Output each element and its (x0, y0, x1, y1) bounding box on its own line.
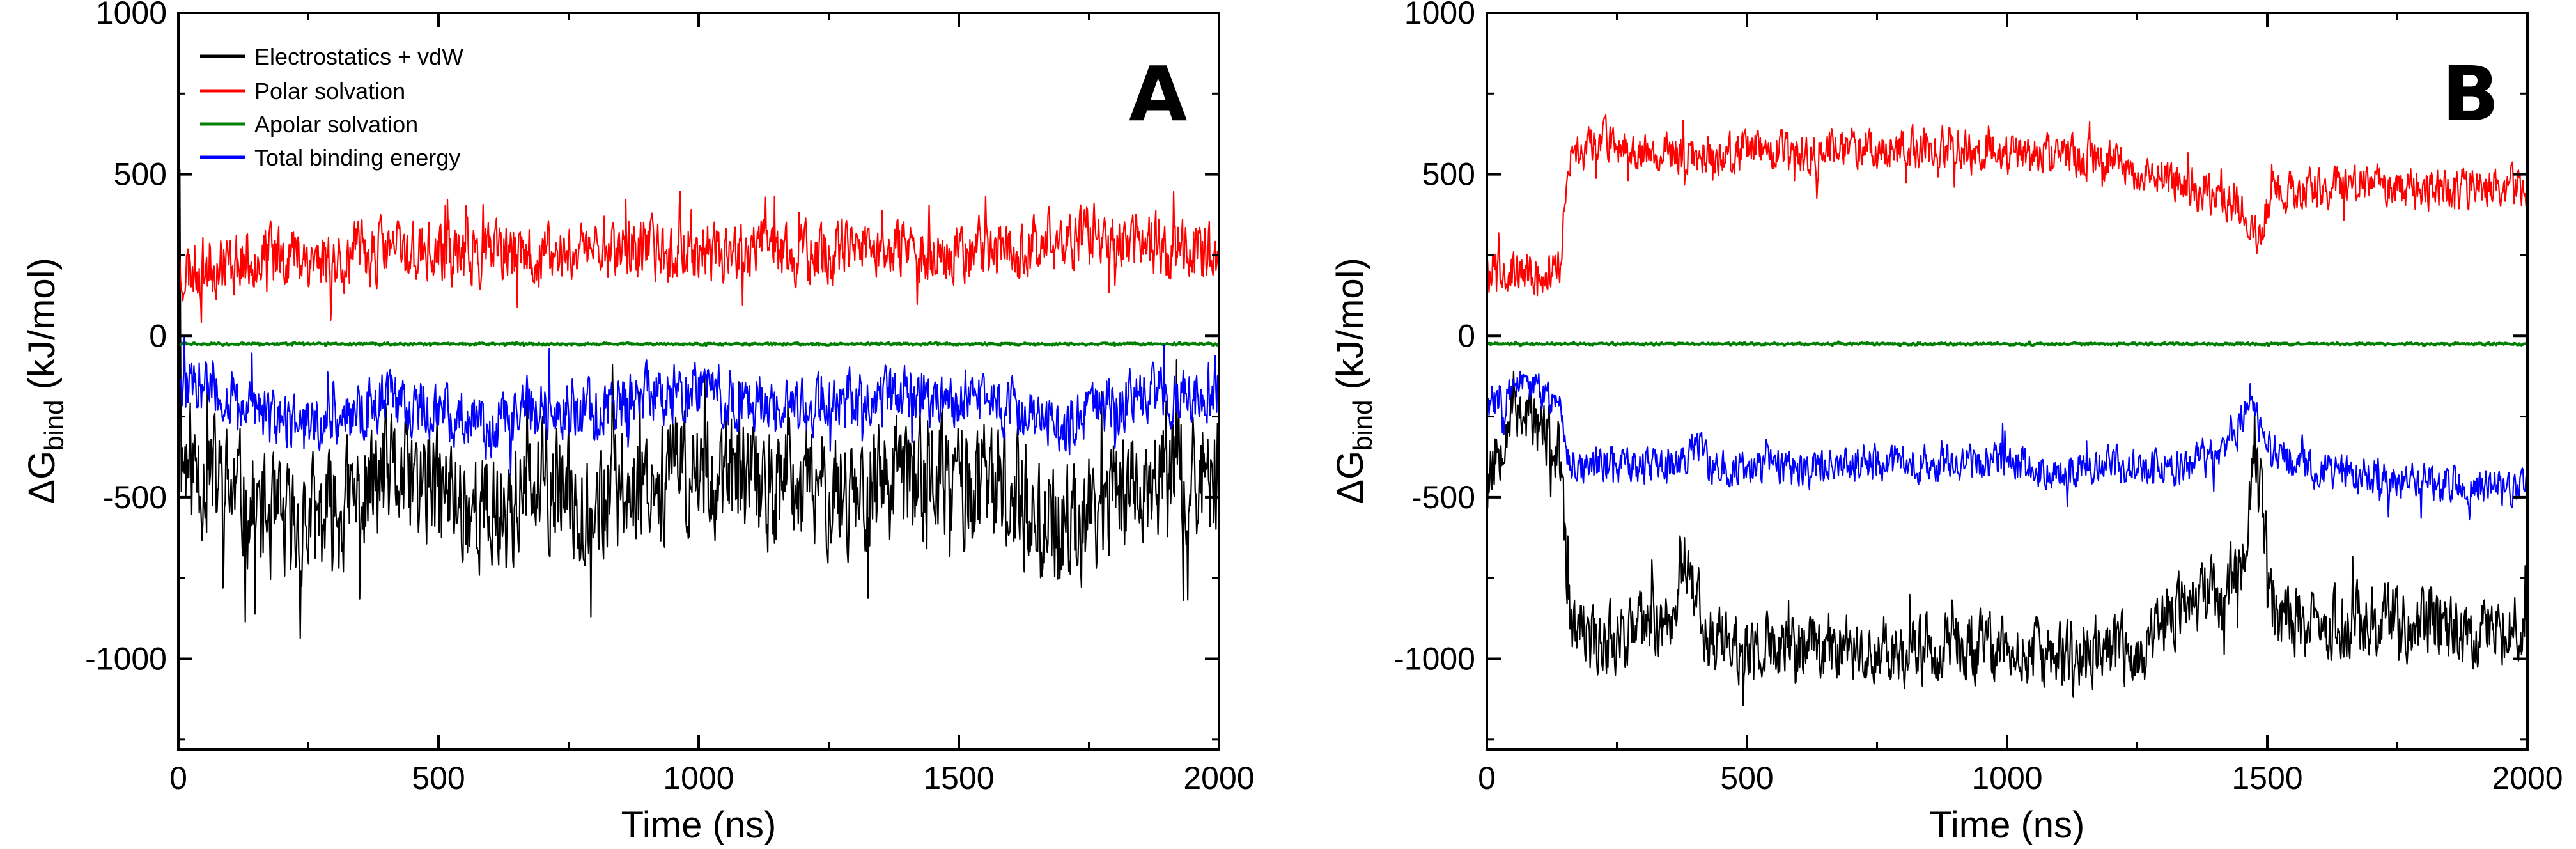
panel-b-y-tick-label: 500 (1422, 157, 1475, 192)
panel-b-y-axis-title-prefix: ΔG (1330, 451, 1371, 504)
panel-a-y-axis-title-suffix: (kJ/mol) (21, 258, 63, 400)
panel-a-x-tick-label: 1000 (663, 760, 734, 796)
panel-b-x-axis-title: Time (ns) (1930, 804, 2085, 846)
panel-b-x-tick-label: 0 (1478, 760, 1496, 796)
panel-a-y-tick-label: 1000 (96, 0, 167, 31)
panel-a-line-polar-solvation (177, 191, 1220, 323)
panel-b-label: B (2442, 50, 2499, 138)
panel-a-x-axis-title: Time (ns) (621, 804, 777, 846)
panel-a-line-total-binding-energy (177, 335, 1220, 477)
panel-b-y-tick-label: 0 (1457, 318, 1475, 354)
panel-b-x-tick-label: 2000 (2492, 760, 2563, 796)
panel-b: 0 500 1000 1500 2000 1000 500 0 -500 -1000 Time (… (1330, 0, 2563, 846)
panel-b-ticks: 0 500 1000 1500 2000 1000 500 0 -500 -1000 (1393, 0, 2563, 796)
panel-a-y-tick-label: -1000 (85, 641, 167, 677)
panel-a-y-axis-title: ΔGbind (kJ/mol) (21, 258, 69, 504)
panel-b-series (1486, 114, 2529, 706)
panel-a-y-axis-title-prefix: ΔG (21, 451, 63, 504)
legend: Electrostatics + vdW Polar solvation Apo… (200, 43, 463, 171)
panel-b-y-axis-title-suffix: (kJ/mol) (1330, 258, 1371, 400)
legend-label-electrostatics-vdw: Electrostatics + vdW (254, 43, 463, 70)
panel-a-x-tick-label: 1500 (923, 760, 994, 796)
panel-a-y-axis-title-subscript: bind (39, 400, 69, 451)
panel-b-x-tick-label: 500 (1720, 760, 1773, 796)
panel-a-label: A (1129, 50, 1187, 138)
panel-b-y-axis-title-subscript: bind (1347, 400, 1377, 451)
panel-b-y-tick-label: -500 (1411, 479, 1475, 515)
panel-a-line-apolar-solvation (177, 341, 1220, 347)
panel-a-ticks: 0 500 1000 1500 2000 1000 500 0 -500 -1000 (85, 0, 1255, 796)
panel-a-x-tick-label: 2000 (1183, 760, 1254, 796)
panel-b-y-axis-title: ΔGbind (kJ/mol) (1330, 258, 1377, 504)
panel-a: 0 500 1000 1500 2000 1000 500 0 -500 -1000 Time (… (21, 0, 1255, 846)
panel-a-y-tick-label: 0 (149, 318, 167, 354)
panel-b-line-apolar-solvation (1486, 340, 2528, 348)
panel-b-x-tick-label: 1000 (1971, 760, 2042, 796)
panel-a-line-electrostatics-vdw (177, 169, 1220, 639)
panel-b-x-tick-label: 1500 (2231, 760, 2302, 796)
legend-label-polar-solvation: Polar solvation (254, 78, 405, 104)
panel-a-series (177, 169, 1220, 639)
legend-label-total-binding-energy: Total binding energy (254, 144, 460, 171)
legend-label-apolar-solvation: Apolar solvation (254, 111, 418, 137)
panel-b-y-tick-label: -1000 (1393, 641, 1475, 677)
panel-a-x-tick-label: 500 (412, 760, 465, 796)
panel-a-y-tick-label: 500 (114, 157, 167, 192)
panel-a-y-tick-label: -500 (103, 479, 167, 515)
panel-b-y-tick-label: 1000 (1404, 0, 1475, 31)
panel-b-line-polar-solvation (1486, 114, 2529, 297)
panel-a-x-tick-label: 0 (169, 760, 187, 796)
panel-b-line-total-binding-energy (1486, 370, 2528, 521)
panel-b-line-electrostatics-vdw (1486, 370, 2529, 706)
